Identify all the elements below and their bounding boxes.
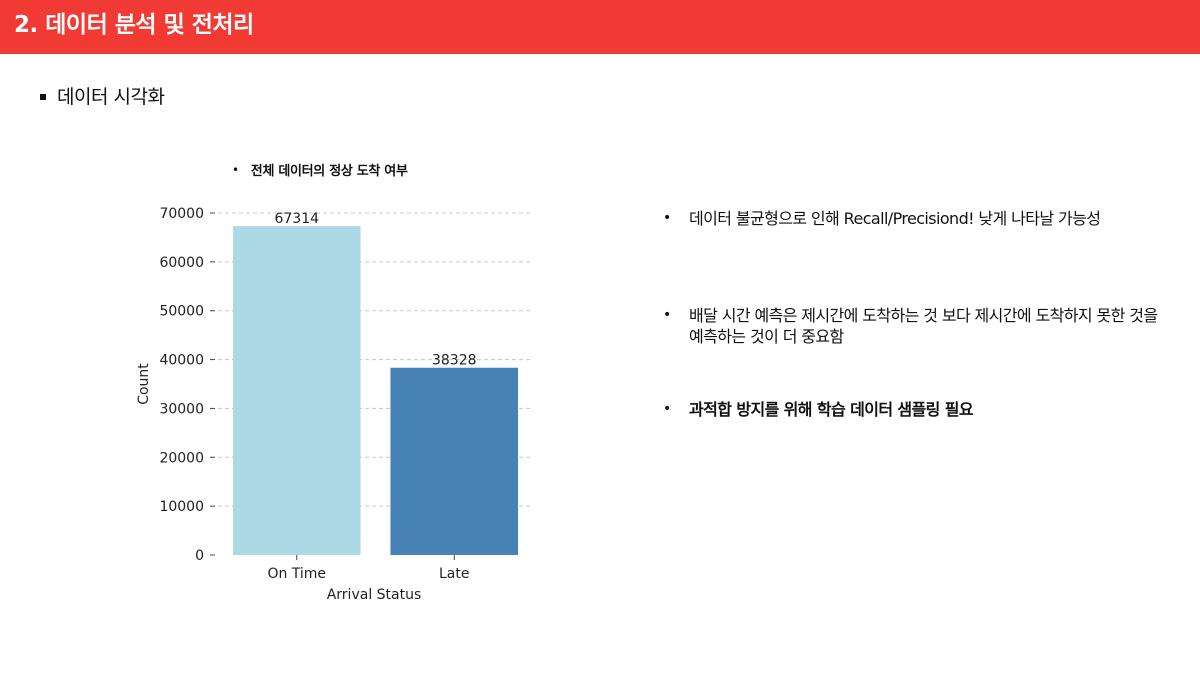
axes: 0 10000 20000 30000 40000 50000 60000 70000 On T… bbox=[159, 206, 469, 582]
x-tick-label: On Time bbox=[267, 566, 326, 582]
chart-caption-text: 전체 데이터의 정상 도착 여부 bbox=[250, 164, 408, 179]
header-bar: 2. 데이터 분석 및 전처리 bbox=[0, 0, 1200, 54]
page-title: 2. 데이터 분석 및 전처리 bbox=[14, 12, 254, 38]
y-tick-label: 50000 bbox=[159, 304, 204, 320]
bullet-icon: • bbox=[232, 162, 239, 177]
note-item: • 데이터 불균형으로 인해 Recall/Precisiond! 낮게 나타날… bbox=[663, 208, 1173, 229]
bullet-icon: • bbox=[663, 210, 671, 226]
chart-caption: • 전체 데이터의 정상 도착 여부 bbox=[232, 160, 408, 180]
note-text: 데이터 불균형으로 인해 Recall/Precisiond! 낮게 나타날 가… bbox=[689, 209, 1101, 228]
y-tick-label: 20000 bbox=[159, 450, 204, 466]
note-text: 과적합 방지를 위해 학습 데이터 샘플링 필요 bbox=[689, 400, 974, 419]
square-bullet-icon bbox=[40, 94, 46, 100]
data-label: 38328 bbox=[432, 353, 477, 369]
bars: 67314 38328 bbox=[232, 211, 519, 555]
y-tick-label: 60000 bbox=[159, 255, 204, 271]
bullet-icon: • bbox=[663, 401, 671, 417]
y-tick-label: 40000 bbox=[159, 353, 204, 369]
y-tick-label: 10000 bbox=[159, 499, 204, 515]
x-tick-label: Late bbox=[439, 566, 469, 582]
data-label: 67314 bbox=[274, 211, 319, 227]
bar bbox=[232, 226, 361, 555]
section-heading-text: 데이터 시각화 bbox=[57, 86, 165, 108]
section-heading: 데이터 시각화 bbox=[40, 84, 165, 110]
y-tick-label: 30000 bbox=[159, 401, 204, 417]
note-text: 배달 시간 예측은 제시간에 도착하는 것 보다 제시간에 도착하지 못한 것을… bbox=[689, 306, 1158, 346]
note-item: • 과적합 방지를 위해 학습 데이터 샘플링 필요 bbox=[663, 399, 1173, 420]
y-tick-label: 0 bbox=[195, 548, 204, 564]
y-axis-label: Count bbox=[136, 363, 152, 405]
bar bbox=[390, 367, 519, 555]
bullet-icon: • bbox=[663, 307, 671, 323]
note-item: • 배달 시간 예측은 제시간에 도착하는 것 보다 제시간에 도착하지 못한 … bbox=[663, 305, 1173, 347]
x-axis-label: Arrival Status bbox=[327, 587, 422, 603]
y-tick-label: 70000 bbox=[159, 206, 204, 222]
